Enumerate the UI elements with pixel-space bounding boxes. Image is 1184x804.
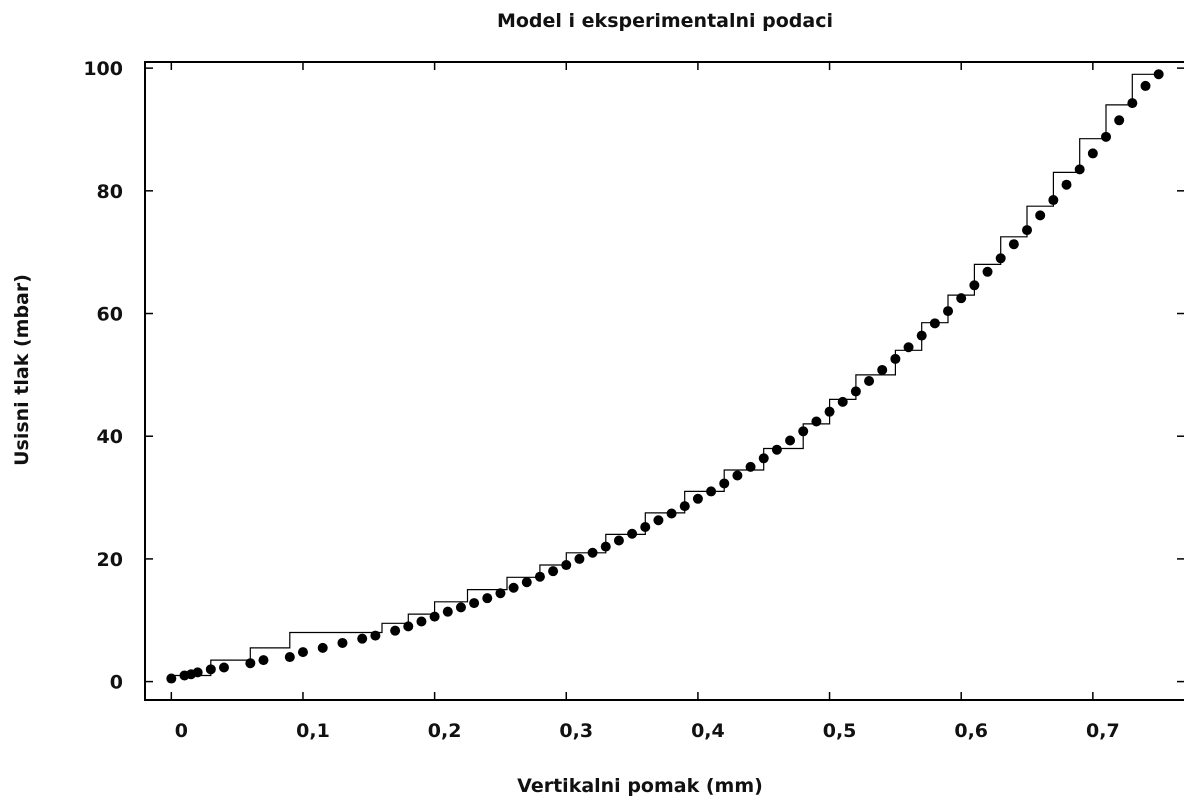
data-point <box>706 486 717 497</box>
x-tick-label: 0,3 <box>559 720 593 742</box>
x-tick-label: 0 <box>175 720 188 742</box>
x-tick-label: 0,5 <box>823 720 857 742</box>
y-tick-label: 60 <box>97 304 123 326</box>
data-point <box>877 364 888 375</box>
model-step-line <box>171 73 1159 677</box>
data-point <box>1127 98 1138 109</box>
data-point <box>205 664 216 675</box>
data-point <box>1087 148 1098 159</box>
data-point <box>495 588 506 599</box>
data-point <box>890 353 901 364</box>
series-layer <box>166 69 1164 684</box>
data-point <box>403 621 414 632</box>
y-axis-label: Usisni tlak (mbar) <box>11 274 33 466</box>
data-point <box>837 396 848 407</box>
data-point <box>811 416 822 427</box>
data-point <box>416 616 427 627</box>
x-tick-label: 0,6 <box>954 720 988 742</box>
data-point <box>824 406 835 417</box>
data-point <box>245 658 256 669</box>
x-tick-label: 0,4 <box>691 720 725 742</box>
data-point <box>521 577 532 588</box>
data-point <box>1048 195 1059 206</box>
x-tick-label: 0,7 <box>1086 720 1120 742</box>
data-point <box>1035 210 1046 221</box>
data-point <box>850 386 861 397</box>
x-tick-label: 0,1 <box>296 720 330 742</box>
y-tick-label: 80 <box>97 181 123 203</box>
data-point <box>613 535 624 546</box>
y-tick-label: 100 <box>83 58 123 80</box>
data-point <box>864 376 875 386</box>
data-point <box>692 493 703 504</box>
data-point <box>929 318 940 329</box>
data-point <box>1153 69 1164 80</box>
x-tick-label: 0,2 <box>428 720 462 742</box>
data-point <box>798 426 809 437</box>
data-point <box>561 560 572 571</box>
data-point <box>442 606 453 617</box>
data-point <box>732 470 743 481</box>
chart-title: Model i eksperimentalni podaci <box>497 10 833 32</box>
data-point <box>370 630 381 641</box>
data-point <box>600 541 611 552</box>
data-point <box>1114 115 1125 126</box>
data-point <box>903 342 914 353</box>
y-tick-label: 40 <box>97 426 123 448</box>
data-point <box>357 633 368 644</box>
data-point <box>1061 179 1072 190</box>
data-point <box>1140 80 1151 91</box>
data-point <box>995 253 1006 264</box>
data-point <box>192 667 203 678</box>
data-point <box>429 611 440 622</box>
data-point <box>640 522 651 533</box>
data-point <box>337 637 348 648</box>
data-point <box>1101 131 1112 142</box>
x-axis-label: Vertikalni pomak (mm) <box>517 775 763 797</box>
data-point <box>1074 164 1085 175</box>
data-point <box>982 266 993 277</box>
data-point <box>469 598 480 609</box>
data-point <box>258 655 269 666</box>
data-point <box>956 293 967 304</box>
data-point <box>758 453 769 464</box>
data-point <box>666 508 677 519</box>
data-point <box>745 461 756 472</box>
data-point <box>916 330 927 341</box>
y-tick-label: 0 <box>110 672 123 694</box>
data-point <box>1022 225 1033 236</box>
x-axis-ticks: 0 0,1 0,2 0,3 0,4 0,5 0,6 0,7 <box>170 62 1120 742</box>
data-point <box>534 571 545 582</box>
data-point <box>390 625 401 636</box>
data-point <box>317 642 328 653</box>
data-point <box>455 602 466 613</box>
y-tick-label: 20 <box>97 549 123 571</box>
y-axis-ticks: 0 20 40 60 80 100 <box>83 58 1184 694</box>
plot-frame <box>144 61 1184 701</box>
data-point <box>166 673 177 684</box>
data-point <box>508 582 519 593</box>
data-point <box>771 444 782 455</box>
data-point <box>284 652 295 663</box>
data-point <box>653 515 664 526</box>
data-point <box>719 478 730 489</box>
data-point <box>943 306 954 317</box>
data-point <box>218 662 229 673</box>
data-point <box>297 647 308 658</box>
data-point <box>785 435 796 446</box>
data-point <box>587 547 598 558</box>
data-point <box>969 280 980 291</box>
data-point <box>627 528 638 539</box>
data-point <box>548 566 559 577</box>
data-point <box>679 501 690 512</box>
data-point <box>482 593 493 604</box>
data-point <box>574 553 585 564</box>
data-point <box>1008 239 1019 250</box>
